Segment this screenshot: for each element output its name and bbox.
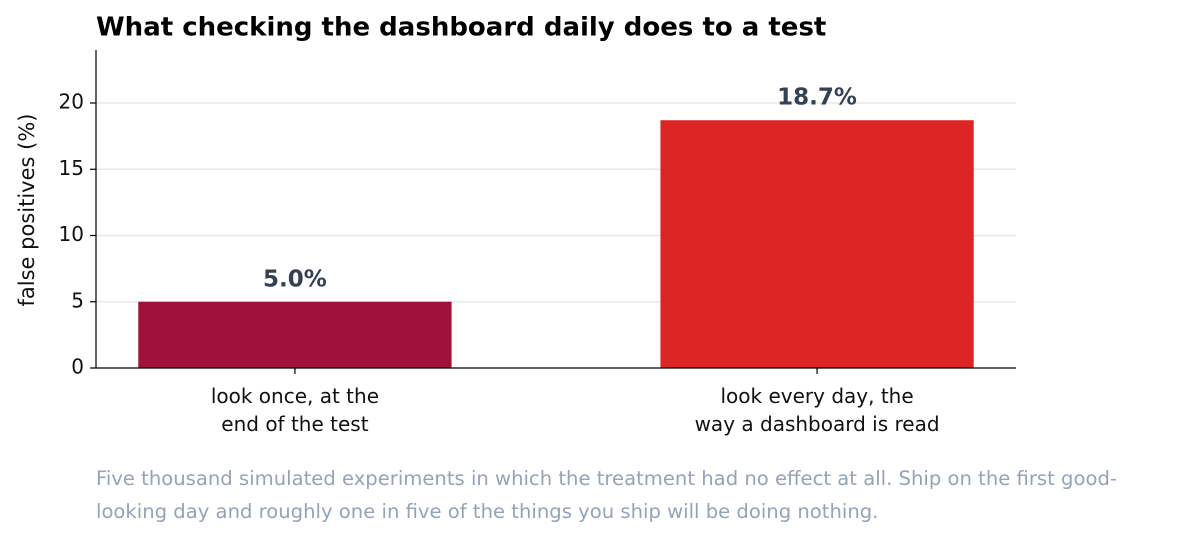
bar [660,120,974,368]
y-tick-label: 15 [59,156,84,180]
bar [138,301,452,368]
value-label: 5.0% [263,266,327,292]
caption: Five thousand simulated experiments in w… [96,467,1117,523]
y-tick-label: 20 [59,90,84,114]
x-tick-label: look every day, the way a dashboard is r… [694,384,940,436]
y-tick-label: 0 [71,355,84,379]
y-tick-label: 10 [59,222,84,246]
y-tick-label: 5 [71,288,84,312]
value-label: 18.7% [777,85,857,111]
chart-title: What checking the dashboard daily does t… [96,13,826,43]
x-tick-label: look once, at the end of the test [210,384,380,436]
y-axis-label: false positives (%) [15,114,39,307]
